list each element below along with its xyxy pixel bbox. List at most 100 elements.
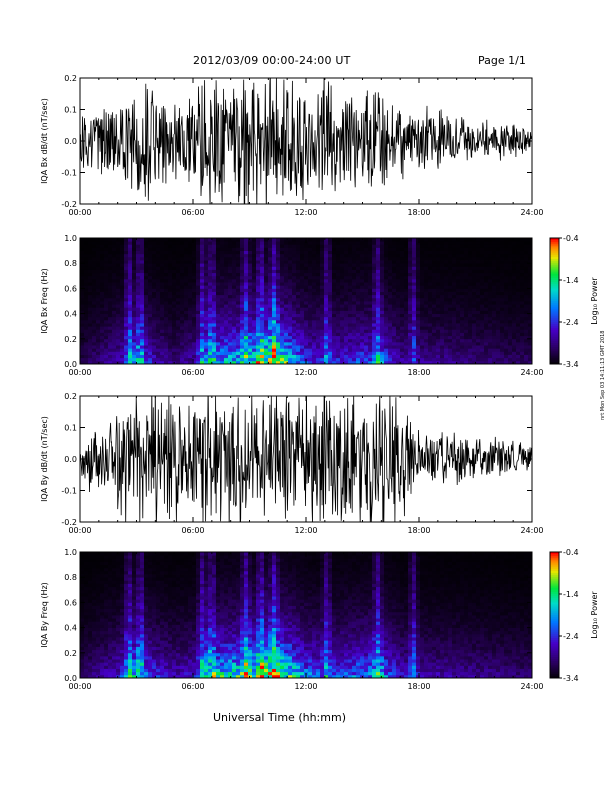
spectrogram-cell bbox=[232, 241, 237, 245]
spectrogram-cell bbox=[80, 592, 85, 597]
spectrogram-cell bbox=[464, 285, 469, 289]
spectrogram-cell bbox=[500, 329, 505, 333]
spectrogram-cell bbox=[200, 310, 205, 314]
spectrogram-cell bbox=[416, 288, 421, 292]
spectrogram-cell bbox=[88, 266, 93, 270]
spectrogram-cell bbox=[452, 250, 457, 255]
spectrogram-cell bbox=[412, 285, 417, 289]
spectrogram-cell bbox=[204, 301, 209, 305]
spectrogram-cell bbox=[284, 269, 289, 274]
spectrogram-cell bbox=[116, 316, 121, 321]
spectrogram-cell bbox=[496, 297, 501, 302]
spectrogram-cell bbox=[360, 269, 365, 274]
spectrogram-cell bbox=[488, 294, 493, 299]
spectrogram-cell bbox=[216, 304, 221, 308]
spectrogram-cell bbox=[256, 335, 261, 340]
spectrogram-cell bbox=[268, 282, 273, 286]
spectrogram-cell bbox=[168, 345, 173, 349]
spectrogram-cell bbox=[520, 269, 525, 274]
spectrogram-cell bbox=[200, 354, 205, 359]
spectrogram-cell bbox=[112, 338, 117, 343]
spectrogram-cell bbox=[112, 269, 117, 274]
spectrogram-cell bbox=[520, 313, 525, 318]
spectrogram-cell bbox=[392, 288, 397, 292]
spectrogram-cell bbox=[308, 297, 313, 302]
spectrogram-cell bbox=[284, 256, 289, 261]
spectrogram-cell bbox=[84, 288, 89, 292]
spectrogram-cell bbox=[204, 266, 209, 270]
spectrogram-cell bbox=[232, 260, 237, 264]
spectrogram-cell bbox=[204, 269, 209, 274]
spectrogram-cell bbox=[220, 332, 225, 337]
spectrogram-cell bbox=[228, 269, 233, 274]
colorbar-cell bbox=[550, 305, 559, 308]
spectrogram-cell bbox=[264, 278, 269, 283]
spectrogram-cell bbox=[216, 285, 221, 289]
spectrogram-cell bbox=[104, 275, 109, 280]
spectrogram-cell bbox=[504, 304, 509, 308]
spectrogram-cell bbox=[88, 649, 93, 654]
spectrogram-cell bbox=[92, 338, 97, 343]
colorbar-cell bbox=[550, 317, 559, 321]
spectrogram-cell bbox=[184, 291, 189, 296]
spectrogram-cell bbox=[524, 275, 529, 280]
spectrogram-cell bbox=[216, 335, 221, 340]
spectrogram-cell bbox=[124, 291, 129, 296]
spectrogram-cell bbox=[160, 335, 165, 340]
spectrogram-cell bbox=[136, 351, 141, 355]
spectrogram-cell bbox=[188, 360, 193, 365]
spectrogram-cell bbox=[236, 291, 241, 296]
spectrogram-cell bbox=[504, 345, 509, 349]
spectrogram-cell bbox=[448, 348, 453, 352]
spectrogram-cell bbox=[160, 301, 165, 305]
spectrogram-cell bbox=[280, 351, 285, 355]
spectrogram-cell bbox=[96, 329, 101, 333]
x-tick-label: 12:00 bbox=[294, 368, 317, 377]
spectrogram-cell bbox=[360, 260, 365, 264]
spectrogram-cell bbox=[144, 278, 149, 283]
spectrogram-cell bbox=[128, 294, 133, 299]
spectrogram-cell bbox=[424, 326, 429, 330]
spectrogram-cell bbox=[248, 304, 253, 308]
spectrogram-cell bbox=[420, 272, 425, 277]
spectrogram-cell bbox=[360, 282, 365, 286]
spectrogram-cell bbox=[476, 307, 481, 311]
spectrogram-cell bbox=[340, 313, 345, 318]
spectrogram-cell bbox=[240, 357, 245, 362]
spectrogram-cell bbox=[140, 319, 145, 324]
spectrogram-cell bbox=[88, 589, 93, 594]
spectrogram-cell bbox=[196, 357, 201, 362]
spectrogram-cell bbox=[208, 263, 213, 267]
spectrogram-cell bbox=[308, 275, 313, 280]
spectrogram-cell bbox=[372, 282, 377, 286]
spectrogram-cell bbox=[236, 316, 241, 321]
spectrogram-cell bbox=[84, 329, 89, 333]
spectrogram-cell bbox=[336, 304, 341, 308]
spectrogram-cell bbox=[360, 285, 365, 289]
spectrogram-cell bbox=[140, 272, 145, 277]
spectrogram-cell bbox=[164, 266, 169, 270]
spectrogram-cell bbox=[136, 360, 141, 365]
spectrogram-cell bbox=[164, 341, 169, 346]
spectrogram-cell bbox=[456, 263, 461, 267]
spectrogram-cell bbox=[96, 297, 101, 302]
spectrogram-cell bbox=[296, 266, 301, 270]
spectrogram-cell bbox=[292, 294, 297, 299]
spectrogram-cell bbox=[324, 354, 329, 359]
spectrogram-cell bbox=[528, 341, 533, 346]
spectrogram-cell bbox=[432, 310, 437, 314]
spectrogram-cell bbox=[340, 348, 345, 352]
spectrogram-cell bbox=[308, 301, 313, 305]
spectrogram-cell bbox=[168, 357, 173, 362]
spectrogram-cell bbox=[300, 294, 305, 299]
spectrogram-cell bbox=[324, 278, 329, 283]
spectrogram-cell bbox=[524, 313, 529, 318]
spectrogram-cell bbox=[284, 357, 289, 362]
spectrogram-cell bbox=[164, 316, 169, 321]
spectrogram-cell bbox=[120, 338, 125, 343]
spectrogram-cell bbox=[88, 256, 93, 261]
spectrogram-cell bbox=[132, 241, 137, 245]
spectrogram-cell bbox=[368, 263, 373, 267]
spectrogram-cell bbox=[280, 332, 285, 337]
spectrogram-cell bbox=[272, 241, 277, 245]
